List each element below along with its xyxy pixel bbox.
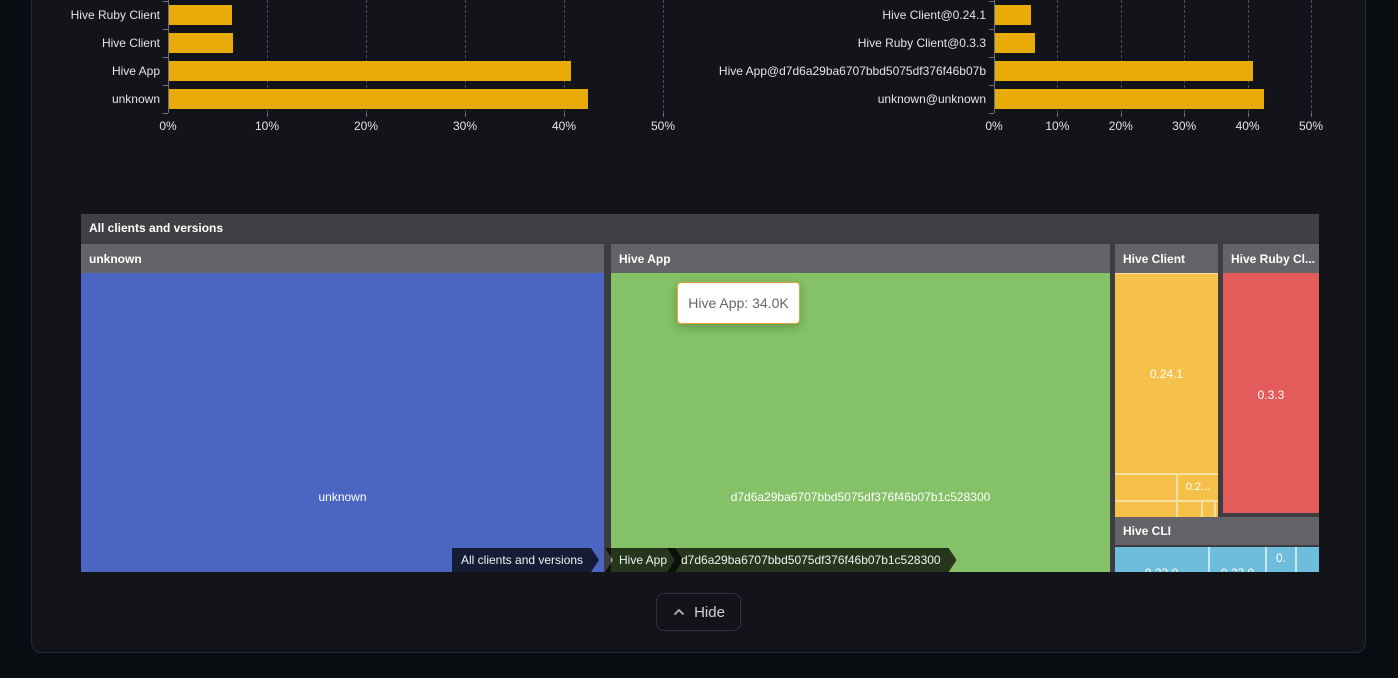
bar[interactable] (995, 5, 1032, 25)
x-axis-tick-label: 50% (650, 119, 676, 133)
axis-tick (1311, 113, 1312, 117)
axis-tick (564, 113, 565, 117)
axis-tick (163, 57, 168, 58)
treemap-cell-hive-client-minor[interactable] (1178, 502, 1201, 517)
treemap-cell-label: unknown (318, 490, 367, 504)
treemap-cell-label: 0. (1275, 551, 1286, 565)
treemap-root-header[interactable]: All clients and versions (81, 214, 1319, 242)
y-axis-line (994, 0, 995, 113)
axis-tick (163, 29, 168, 30)
bar[interactable] (995, 33, 1035, 53)
x-axis-tick-label: 30% (452, 119, 478, 133)
axis-tick (1184, 113, 1186, 117)
treemap-section-header-unknown[interactable]: unknown (81, 244, 604, 273)
treemap-cell-hive-client-minor[interactable] (1216, 502, 1218, 517)
axis-tick (465, 113, 466, 117)
category-label: Hive Ruby Client (70, 8, 160, 22)
category-label: Hive App (111, 64, 160, 78)
treemap-cell-unknown[interactable]: unknown (81, 273, 604, 572)
axis-tick (989, 29, 994, 30)
axis-tick (989, 85, 994, 86)
treemap-cell-hive-cli-minor[interactable] (1297, 547, 1319, 572)
treemap-cell-hive-cli-minor[interactable]: 0. (1267, 547, 1295, 572)
axis-tick (1120, 113, 1122, 117)
gridline (1120, 0, 1122, 113)
treemap-cell-hive-ruby-client[interactable]: 0.3.3 (1223, 273, 1319, 513)
treemap-group-hive-client: 0.24.1 0.2... (1115, 273, 1218, 517)
axis-tick (163, 1, 168, 2)
clients-share-bar-chart: 0% 10% 20% 30% 40% 50% Hive Ruby Client Hive Cl… (0, 0, 690, 140)
axis-tick (1247, 113, 1249, 117)
treemap-cell-hive-client-0-24-1[interactable]: 0.24.1 (1115, 274, 1218, 473)
category-label: unknown (111, 92, 160, 106)
treemap-cell-hive-client-minor[interactable] (1115, 502, 1176, 517)
x-axis-tick-label: 50% (1298, 119, 1324, 133)
gridline (465, 0, 466, 113)
axis-tick (989, 57, 994, 58)
treemap-section-header-hive-ruby-client[interactable]: Hive Ruby Cl... (1223, 244, 1319, 273)
x-axis-tick-label: 20% (1108, 119, 1133, 133)
axis-tick (1057, 113, 1059, 117)
treemap-cell-hive-cli-0-23-0b[interactable]: 0.23.0 (1210, 547, 1265, 572)
bar[interactable] (169, 89, 588, 109)
category-label: Hive App@d7d6a29ba6707bbd5075df376f46b07… (718, 64, 986, 78)
bar[interactable] (169, 5, 233, 25)
x-axis-tick-label: 40% (551, 119, 577, 133)
axis-tick (989, 1, 994, 2)
x-axis-tick-label: 30% (1172, 119, 1197, 133)
treemap-cell-hive-cli-0-23-0[interactable]: 0.23.0 (1115, 547, 1208, 572)
treemap-cell-label: 0.24.1 (1149, 367, 1184, 381)
treemap-cell-hive-client-minor[interactable] (1203, 502, 1214, 517)
treemap-section-header-hive-app[interactable]: Hive App (611, 244, 1110, 273)
treemap-cell-label: 0.3.3 (1257, 388, 1285, 402)
gridline (1247, 0, 1249, 113)
treemap-group-hive-cli: 0.23.0 0.23.0 0. (1115, 547, 1319, 572)
treemap-cell-label: 0.23.0 (1115, 566, 1208, 572)
hide-button[interactable]: Hide (656, 593, 741, 631)
axis-tick (663, 113, 664, 117)
bar[interactable] (995, 89, 1264, 109)
axis-tick (163, 113, 168, 114)
chevron-up-icon (674, 609, 684, 615)
x-axis-tick-label: 0% (985, 119, 1003, 133)
bar[interactable] (995, 61, 1254, 81)
gridline (1057, 0, 1059, 113)
gridline (366, 0, 367, 113)
x-axis-tick-label: 40% (1235, 119, 1260, 133)
axis-tick (163, 85, 168, 86)
treemap-cell-hive-app[interactable]: d7d6a29ba6707bbd5075df376f46b07b1c528300 (611, 273, 1110, 572)
treemap-cell-label: 0.23.0 (1210, 566, 1265, 572)
treemap-cell-label: 0.2... (1185, 481, 1211, 493)
axis-tick (366, 113, 367, 117)
x-axis-tick-label: 20% (353, 119, 379, 133)
treemap-all-clients-and-versions: All clients and versions unknown unknown… (81, 214, 1319, 572)
x-axis-tick-label: 10% (254, 119, 280, 133)
gridline (1184, 0, 1186, 113)
treemap-tooltip: Hive App: 34.0K (677, 282, 800, 324)
category-label: Hive Client@0.24.1 (882, 8, 986, 22)
treemap-section-header-hive-client[interactable]: Hive Client (1115, 244, 1218, 273)
client-versions-share-bar-chart: 0% 10% 20% 30% 40% 50% Hive Client@0.24.1 Hive … (698, 0, 1398, 140)
treemap-section-header-hive-cli[interactable]: Hive CLI (1115, 517, 1319, 545)
axis-tick (989, 113, 994, 114)
breadcrumb-item-version-hash[interactable]: d7d6a29ba6707bbd5075df376f46b07b1c528300 (667, 548, 957, 572)
gridline (564, 0, 565, 113)
treemap-cell-hive-client-0-2[interactable]: 0.2... (1178, 475, 1218, 500)
gridline (267, 0, 268, 113)
category-label: Hive Ruby Client@0.3.3 (857, 36, 986, 50)
x-axis-tick-label: 10% (1045, 119, 1070, 133)
category-label: Hive Client (101, 36, 160, 50)
gridline (1311, 0, 1312, 113)
x-axis-tick-label: 0% (159, 119, 177, 133)
gridline (663, 0, 664, 113)
y-axis-line (168, 0, 169, 113)
bar[interactable] (169, 33, 234, 53)
bar[interactable] (169, 61, 571, 81)
treemap-cell-hive-client-minor[interactable] (1115, 475, 1176, 500)
hide-button-label: Hide (694, 603, 725, 621)
axis-tick (267, 113, 268, 117)
breadcrumb-item-root[interactable]: All clients and versions (452, 548, 599, 572)
category-label: unknown@unknown (877, 92, 986, 106)
treemap-cell-label: d7d6a29ba6707bbd5075df376f46b07b1c528300 (730, 490, 991, 504)
